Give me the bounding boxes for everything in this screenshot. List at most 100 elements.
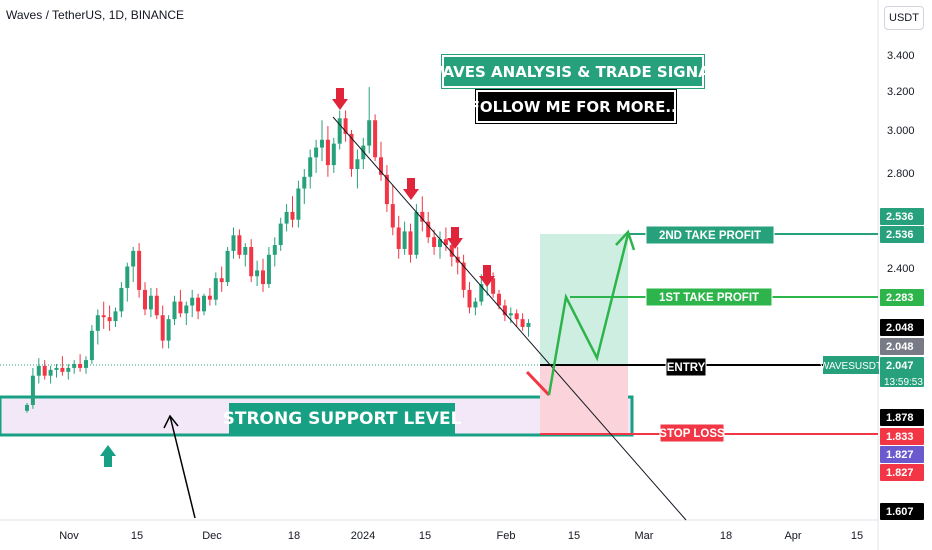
candle-body (166, 319, 171, 341)
candle-body (213, 278, 218, 300)
candle-body (48, 369, 53, 376)
candle-body (379, 157, 383, 175)
candle-body (178, 301, 183, 314)
banner-follow: FOLLOW ME FOR MORE... (470, 90, 682, 123)
candle-body (355, 159, 360, 169)
candle-body (42, 365, 47, 376)
price-tick-label: 2.400 (887, 263, 915, 275)
candle-body (502, 305, 507, 316)
candle-body (119, 287, 124, 312)
take-profit-2-text: 2ND TAKE PROFIT (659, 230, 761, 242)
candle-body (148, 295, 153, 310)
price-badge (880, 409, 924, 426)
candle-body (432, 237, 437, 247)
candle-body (443, 239, 448, 246)
candle-body (314, 147, 319, 158)
symbol-tag: WAVESUSDT (820, 356, 882, 374)
candle-body (78, 364, 83, 368)
price-badge (880, 208, 924, 225)
candle-body (408, 231, 413, 255)
stop-loss-text: STOP LOSS (659, 428, 725, 440)
time-tick-label: Apr (784, 530, 801, 542)
candle-body (72, 364, 77, 368)
price-badge-label: 1.878 (886, 412, 914, 424)
price-badges: 2.536 2.536 2.283 2.048 2.048 2.047 1.878 1.833… (880, 208, 924, 520)
time-tick-label: 15 (851, 530, 863, 542)
loss-zone (540, 365, 628, 435)
candle-body (160, 315, 165, 341)
candle-body (113, 311, 118, 322)
candle-body (308, 157, 313, 177)
price-badge (880, 319, 924, 336)
candle-body (60, 367, 65, 372)
candle-body (373, 120, 378, 158)
candle-body (237, 235, 242, 255)
pointer-arrow-line (169, 415, 196, 519)
time-tick-label: 18 (288, 530, 300, 542)
candle-body (101, 315, 106, 318)
candle-body (89, 330, 94, 361)
price-badge-label: 2.283 (886, 292, 914, 304)
candle-body (243, 247, 248, 255)
price-badge (880, 357, 924, 387)
candle-body (520, 319, 525, 327)
time-tick-label: 2024 (351, 530, 375, 542)
candle-body (84, 360, 88, 368)
candle-body (302, 176, 307, 189)
arrow-down-icon (447, 227, 463, 249)
price-tick-label: 3.200 (887, 86, 915, 98)
take-profit-2-label[interactable]: 2ND TAKE PROFIT (645, 225, 775, 245)
price-badge (880, 226, 924, 243)
candle-body (526, 323, 531, 327)
time-tick-label: Mar (635, 530, 654, 542)
price-tick-label: 2.800 (887, 168, 915, 180)
price-tick-label: 3.000 (887, 125, 915, 137)
candle-body (361, 145, 366, 160)
candle-body (325, 139, 330, 166)
candle-body (390, 204, 395, 228)
candle-body (125, 266, 130, 288)
candle-body (190, 297, 195, 306)
candle-body (508, 313, 513, 316)
projection-path (547, 233, 630, 396)
take-profit-1-text: 1ST TAKE PROFIT (659, 292, 759, 304)
candle-body (402, 231, 407, 249)
candle-body (36, 365, 41, 376)
price-badge-label: 2.048 (886, 322, 914, 334)
price-badge-label: 1.827 (886, 467, 914, 479)
profit-zone (540, 234, 628, 365)
take-profit-1-label[interactable]: 1ST TAKE PROFIT (645, 287, 773, 307)
candle-body (438, 239, 442, 247)
candle-body (320, 139, 324, 148)
price-badge-label: 1.607 (886, 506, 914, 518)
price-badge (880, 464, 924, 481)
time-axis-ticks: Nov 15 Dec 18 2024 15 Feb 15 Mar 18 Apr 15 (59, 530, 863, 542)
candles (25, 87, 531, 413)
price-badge (880, 289, 924, 306)
candle-body (255, 270, 260, 277)
entry-text: ENTRY (667, 362, 706, 374)
candle-body (207, 295, 212, 300)
entry-label[interactable]: ENTRY (665, 357, 707, 377)
currency-button[interactable]: USDT (884, 6, 924, 30)
price-badge-label: 1.827 (886, 449, 914, 461)
candle-body (107, 317, 112, 322)
arrow-down-icon (403, 178, 419, 200)
price-badge (880, 446, 924, 463)
candle-body (154, 295, 159, 316)
candle-body (367, 120, 372, 146)
candle-body (296, 188, 301, 220)
candle-body (337, 118, 342, 144)
stop-loss-label[interactable]: STOP LOSS (659, 423, 725, 443)
candle-body (426, 221, 431, 238)
trendline[interactable] (332, 116, 687, 521)
projection-arrowhead (615, 229, 636, 251)
candle-body (396, 227, 401, 249)
candle-body (202, 295, 206, 312)
candle-body (137, 250, 142, 290)
candle-body (95, 315, 100, 331)
price-badge-label: 2.536 (886, 229, 914, 241)
symbol-title[interactable]: Waves / TetherUS, 1D, BINANCE (6, 8, 185, 22)
candle-body (467, 289, 472, 308)
